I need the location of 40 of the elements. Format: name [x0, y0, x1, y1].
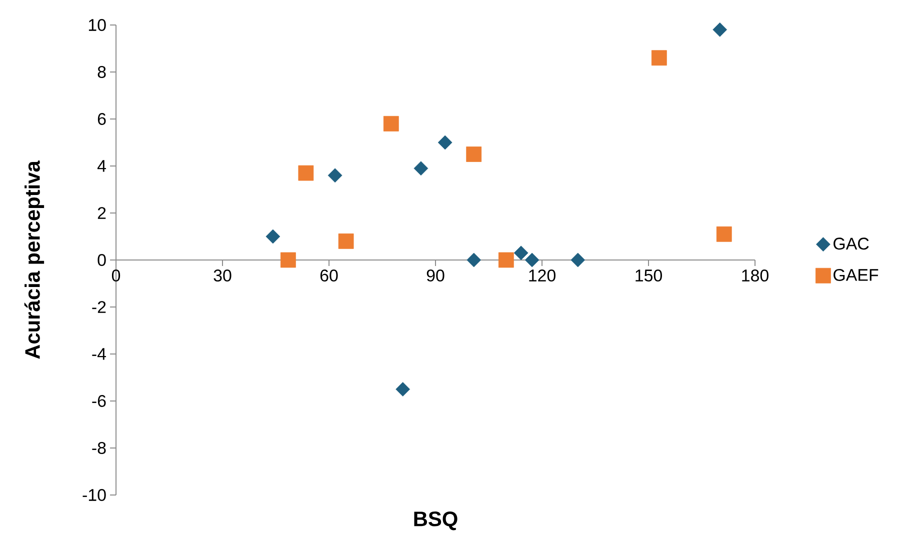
y-tick-label: -8: [92, 442, 106, 454]
x-axis-title: BSQ: [414, 512, 458, 530]
point: [338, 234, 354, 250]
x-tick-label: 90: [426, 270, 444, 282]
point: [524, 253, 540, 268]
legend-label: GAC: [834, 238, 869, 250]
x-tick-label: 30: [214, 270, 232, 282]
y-tick-label: -2: [92, 301, 106, 314]
point: [716, 226, 732, 242]
x-tick-label: 120: [529, 270, 556, 282]
y-tick-label: 10: [88, 19, 106, 32]
x-tick-label: 180: [742, 270, 768, 282]
y-tick-label: 2: [98, 207, 106, 220]
point: [280, 252, 296, 268]
y-tick-label: 6: [98, 113, 106, 126]
point: [466, 146, 482, 162]
point: [498, 252, 514, 268]
y-tick-label: 4: [97, 160, 106, 172]
point: [712, 22, 728, 38]
point: [298, 166, 314, 181]
y-tick-label: 0: [98, 254, 106, 266]
point: [266, 230, 280, 244]
legend-label: GAEF: [834, 269, 878, 282]
point: [328, 168, 342, 183]
point: [414, 161, 428, 176]
y-tick-label: -6: [92, 395, 106, 408]
point: [396, 382, 410, 397]
point: [466, 253, 482, 268]
point: [651, 50, 667, 66]
point: [570, 253, 586, 268]
x-tick-label: 60: [320, 270, 338, 282]
y-tick-label: -10: [82, 489, 106, 502]
point: [383, 116, 399, 132]
y-tick-label: 8: [98, 66, 106, 78]
point: [514, 246, 528, 260]
point: [438, 136, 452, 150]
y-tick-label: -4: [92, 348, 106, 360]
y-axis-title: Acurácia perceptiva: [24, 160, 44, 360]
x-tick-label: 0: [112, 270, 120, 282]
x-tick-label: 150: [636, 270, 662, 282]
